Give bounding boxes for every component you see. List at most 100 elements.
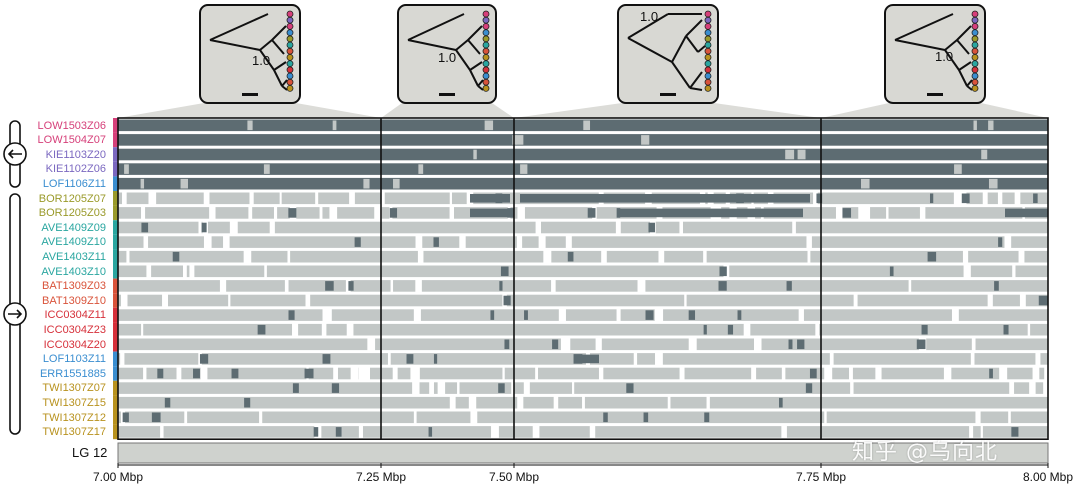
tree-leaf xyxy=(704,29,712,36)
tree-box-frame xyxy=(199,4,301,104)
missing-data-gap xyxy=(410,366,417,381)
missing-data-gap xyxy=(1009,380,1015,396)
tree-leaf xyxy=(482,66,490,74)
missing-data-gap xyxy=(1044,366,1048,381)
haplotype-row-TWI1307Z07 xyxy=(113,380,1051,397)
tree-box-3 xyxy=(617,4,719,104)
missing-data-gap xyxy=(553,395,559,410)
missing-data-gap xyxy=(523,380,530,396)
alternate-haplotype-block xyxy=(484,120,494,131)
haplotype-row-ICC0304Z11 xyxy=(113,307,1048,324)
tree-leaf xyxy=(286,10,294,18)
haplotype-row-KIE1102Z06 xyxy=(113,161,1048,178)
alternate-haplotype-block xyxy=(889,266,894,277)
missing-data-gap xyxy=(543,249,552,264)
missing-data-gap xyxy=(417,249,424,264)
tree-leaf xyxy=(482,54,490,61)
missing-data-gap xyxy=(517,395,524,410)
sample-color-strip xyxy=(113,176,118,191)
watermark: 知乎 @乌向北 xyxy=(852,440,998,465)
alternate-haplotype-block xyxy=(470,194,510,203)
alternate-haplotype-block xyxy=(520,164,528,174)
missing-data-gap xyxy=(1043,380,1051,396)
missing-data-gap xyxy=(516,234,523,250)
missing-data-gap xyxy=(141,205,146,221)
sample-label-BAT1309Z10: BAT1309Z10 xyxy=(41,294,106,307)
haplotype-track xyxy=(118,367,1048,380)
sample-color-strip xyxy=(113,351,118,367)
alternate-haplotype-block xyxy=(193,368,200,379)
arrow-right-icon xyxy=(3,302,27,326)
missing-data-gap xyxy=(209,205,216,221)
axis-tick-label-7-75: 7.75 Mbp xyxy=(795,470,847,484)
haplotype-track xyxy=(118,265,1048,278)
missing-data-gap xyxy=(829,351,834,367)
missing-data-gap xyxy=(953,191,961,206)
missing-data-gap xyxy=(122,191,127,206)
missing-data-gap xyxy=(273,205,278,221)
missing-data-gap xyxy=(999,366,1008,381)
alternate-haplotype-block xyxy=(322,354,331,364)
haplotype-row-AVE1403Z11 xyxy=(113,249,1048,265)
alternate-haplotype-block xyxy=(473,149,477,160)
alternate-haplotype-block xyxy=(288,310,295,320)
sample-label-LOF1106Z11: LOF1106Z11 xyxy=(42,177,106,190)
haplotype-track xyxy=(118,338,1048,351)
tree-leaf xyxy=(971,22,979,30)
tree-leaf xyxy=(971,41,979,49)
missing-data-gap xyxy=(813,191,818,206)
haplotype-track xyxy=(118,177,1048,190)
alternate-haplotype-block xyxy=(524,310,528,320)
sample-label-KIE1102Z06: KIE1102Z06 xyxy=(45,163,106,176)
sample-color-strip xyxy=(113,132,118,148)
missing-data-gap xyxy=(980,424,983,440)
tree-scale-bar xyxy=(927,93,943,96)
sample-color-strip xyxy=(113,410,118,425)
haplotype-row-KIE1103Z20 xyxy=(113,147,1048,163)
missing-data-gap xyxy=(1027,322,1031,337)
missing-data-gap xyxy=(595,337,602,352)
missing-data-gap xyxy=(655,351,663,367)
tree-leaf xyxy=(482,41,490,49)
missing-data-gap xyxy=(183,264,187,279)
tree-support-value-4: 1.0 xyxy=(935,49,954,64)
missing-data-gap xyxy=(615,220,621,235)
sample-label-TWI1307Z17: TWI1307Z17 xyxy=(42,426,106,439)
alternate-haplotype-block xyxy=(164,397,171,408)
missing-data-gap xyxy=(824,366,833,381)
missing-data-gap xyxy=(390,278,394,294)
alternate-haplotype-block xyxy=(989,368,993,379)
tree-leaf xyxy=(482,16,490,24)
alternate-haplotype-block xyxy=(603,412,608,423)
alternate-haplotype-block xyxy=(583,120,591,131)
direction-arrow xyxy=(7,149,22,159)
linkage-group-label: LG 12 xyxy=(72,445,108,460)
alternate-haplotype-block xyxy=(335,427,342,437)
haplotype-track xyxy=(118,411,1048,424)
alternate-haplotype-block xyxy=(916,339,926,350)
missing-data-gap xyxy=(322,307,328,323)
alternate-haplotype-block xyxy=(1033,193,1038,204)
alternate-haplotype-block xyxy=(641,135,650,145)
missing-data-gap xyxy=(667,395,671,410)
alternate-haplotype-block xyxy=(688,310,696,320)
tree-leaf xyxy=(286,22,294,30)
haplotype-row-ERR1551885 xyxy=(113,366,1048,382)
missing-data-gap xyxy=(835,205,843,221)
alternate-haplotype-block xyxy=(797,339,805,350)
haplotype-row-LOF1103Z11 xyxy=(113,351,1048,367)
alternate-haplotype-block xyxy=(703,324,707,335)
missing-data-gap xyxy=(415,278,422,294)
sample-label-LOF1103Z11: LOF1103Z11 xyxy=(42,353,106,366)
tree-leaf xyxy=(704,35,712,43)
missing-data-gap xyxy=(1019,293,1026,308)
missing-data-gap xyxy=(560,337,569,352)
missing-data-gap xyxy=(975,410,981,425)
alternate-haplotype-block xyxy=(363,178,370,189)
tree-leaf xyxy=(704,54,712,61)
missing-data-gap xyxy=(1008,410,1011,425)
alternate-haplotype-block xyxy=(140,178,145,189)
tree-support-value-1: 1.0 xyxy=(252,53,271,68)
tree-scale-bar xyxy=(439,93,455,96)
tree-leaf xyxy=(704,72,712,80)
